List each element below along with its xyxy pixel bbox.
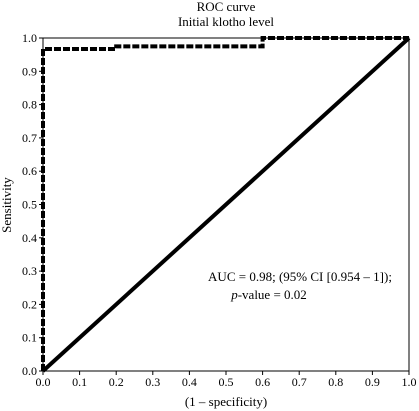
y-axis-label: Sensitivity (0, 177, 14, 233)
x-tick-label: 0.9 (365, 375, 380, 389)
x-tick-label: 0.3 (145, 375, 160, 389)
p-value-text: -value = 0.02 (238, 287, 307, 302)
y-tick-label: 0.2 (22, 297, 37, 311)
y-tick-label: 0.8 (22, 98, 37, 112)
y-tick-label: 0.3 (22, 264, 37, 278)
reference-diagonal-line (41, 36, 411, 373)
x-tick-label: 0.8 (328, 375, 343, 389)
x-tick-label: 0.6 (255, 375, 270, 389)
y-tick-label: 0.4 (22, 231, 37, 245)
chart-title: ROC curve (197, 0, 256, 14)
x-tick-label: 1.0 (402, 375, 417, 389)
y-axis: 0.0 0.1 0.2 0.3 0.4 0.5 0.6 0.7 0.8 0.9 1.0 (22, 31, 43, 378)
x-axis: 0.0 0.1 0.2 0.3 0.4 0.5 0.6 0.7 0.8 0.9 1.0 (36, 371, 417, 389)
p-symbol: p (230, 287, 238, 302)
x-tick-label: 0.1 (72, 375, 87, 389)
y-tick-label: 0.0 (22, 364, 37, 378)
y-tick-label: 0.9 (22, 64, 37, 78)
roc-curve-line (41, 36, 409, 371)
chart-subtitle: Initial klotho level (178, 14, 274, 29)
y-tick-label: 0.6 (22, 164, 37, 178)
y-tick-label: 0.5 (22, 198, 37, 212)
x-tick-label: 0.7 (292, 375, 307, 389)
p-value-annotation: p-value = 0.02 (230, 287, 307, 302)
x-tick-label: 0.0 (36, 375, 51, 389)
x-tick-label: 0.2 (109, 375, 124, 389)
series-group (41, 36, 411, 373)
x-axis-label: (1 – specificity) (185, 394, 267, 409)
x-tick-label: 0.4 (182, 375, 197, 389)
y-tick-label: 0.1 (22, 331, 37, 345)
auc-annotation: AUC = 0.98; (95% CI [0.954 – 1]); (208, 269, 392, 284)
y-tick-label: 0.7 (22, 131, 37, 145)
x-tick-label: 0.5 (219, 375, 234, 389)
y-tick-label: 1.0 (22, 31, 37, 45)
